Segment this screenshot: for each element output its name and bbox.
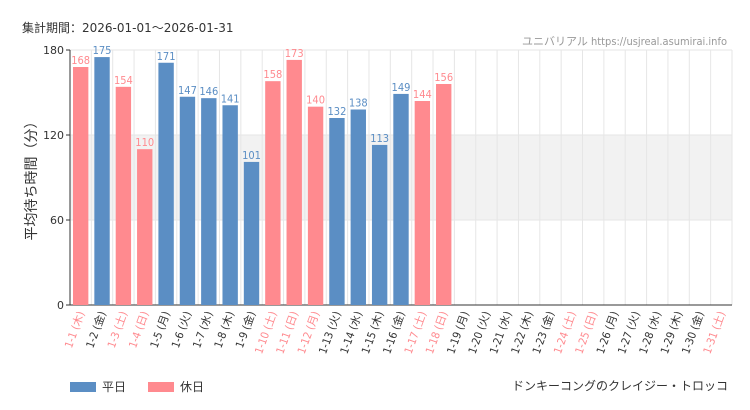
- bar: [72, 67, 89, 305]
- bar-value-label: 110: [135, 136, 154, 149]
- bar-value-label: 140: [306, 94, 325, 107]
- legend-weekday-label: 平日: [102, 380, 127, 394]
- bar: [350, 109, 366, 305]
- y-axis-label: 平均待ち時間（分）: [24, 115, 40, 241]
- bar: [286, 59, 302, 305]
- y-tick-label: 60: [50, 214, 64, 227]
- legend-holiday: 休日: [148, 378, 204, 395]
- bar-value-label: 158: [263, 68, 282, 81]
- y-tick-label: 0: [57, 299, 64, 312]
- y-tick-label: 180: [43, 44, 64, 57]
- bar-value-label: 101: [242, 149, 261, 162]
- bar: [329, 118, 345, 305]
- legend-weekday: 平日: [70, 378, 126, 395]
- bar: [222, 105, 238, 305]
- bar-value-label: 156: [434, 71, 453, 84]
- bar: [201, 98, 217, 306]
- bar-value-label: 141: [221, 92, 240, 105]
- bar-value-label: 113: [370, 132, 389, 145]
- legend-holiday-label: 休日: [180, 380, 205, 394]
- bar-value-label: 147: [178, 84, 197, 97]
- bar-value-label: 171: [157, 50, 176, 63]
- bar-value-label: 173: [285, 47, 304, 60]
- legend-weekday-swatch: [70, 381, 96, 392]
- site-watermark: ユニバリアル https://usjreal.asumirai.info: [521, 35, 727, 48]
- bar: [414, 101, 431, 305]
- bar-value-label: 168: [71, 54, 90, 67]
- bar: [265, 81, 281, 306]
- bar-value-label: 146: [199, 85, 218, 98]
- bar-value-label: 149: [392, 81, 411, 94]
- legend: 平日 休日: [70, 378, 204, 395]
- bar-value-label: 138: [349, 97, 368, 110]
- bar: [307, 106, 324, 306]
- legend-holiday-swatch: [148, 381, 175, 392]
- bar: [115, 86, 132, 305]
- bar-value-label: 132: [327, 105, 346, 118]
- ride-name: ドンキーコングのクレイジー・トロッコ: [511, 379, 728, 393]
- bar: [243, 161, 260, 305]
- bar: [393, 93, 409, 306]
- bar: [179, 96, 196, 305]
- period-label: 集計期間：2026-01-01～2026-01-31: [22, 21, 234, 35]
- bar: [158, 62, 174, 305]
- bar-value-label: 175: [93, 44, 112, 57]
- bar-value-label: 144: [413, 88, 432, 101]
- bar: [137, 149, 153, 305]
- bar: [94, 57, 110, 306]
- bar: [371, 144, 388, 305]
- y-tick-label: 120: [43, 129, 64, 142]
- bar-value-label: 154: [114, 74, 133, 87]
- bar: [436, 84, 452, 305]
